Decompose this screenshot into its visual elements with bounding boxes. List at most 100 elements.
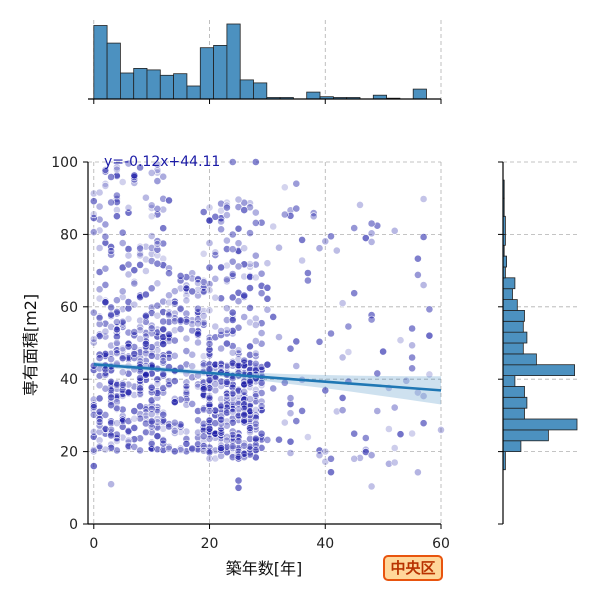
top-hist-bar <box>173 73 188 100</box>
scatter-point <box>101 264 110 273</box>
scatter-point <box>373 407 382 415</box>
scatter-point <box>234 483 243 492</box>
scatter-point <box>159 297 168 306</box>
scatter-point <box>136 389 144 398</box>
scatter-point <box>205 375 214 384</box>
scatter-point <box>188 373 197 382</box>
scatter-point <box>107 417 115 426</box>
scatter-point <box>217 344 225 353</box>
scatter-point <box>101 298 110 307</box>
scatter-point <box>298 406 306 415</box>
scatter-point <box>234 346 243 355</box>
scatter-point <box>165 422 173 431</box>
scatter-point <box>130 423 139 432</box>
scatter-point <box>205 406 214 415</box>
scatter-point <box>251 446 260 454</box>
top-hist-bar <box>106 42 121 100</box>
scatter-points <box>89 158 445 492</box>
scatter-point <box>194 440 202 449</box>
scatter-point <box>147 404 156 413</box>
scatter-point <box>153 445 162 454</box>
scatter-point <box>222 236 231 245</box>
scatter-point <box>147 439 156 448</box>
scatter-point <box>124 441 133 450</box>
scatter-point <box>188 287 197 296</box>
scatter-point <box>228 272 237 280</box>
scatter-point <box>390 458 399 467</box>
scatter-point <box>217 451 225 460</box>
y-tick-label: 60 <box>60 300 78 316</box>
y-tick-label: 20 <box>60 445 78 461</box>
scatter-point <box>280 183 289 192</box>
right-hist-bar <box>502 331 528 344</box>
scatter-point <box>384 425 393 433</box>
scatter-point <box>136 334 144 343</box>
scatter-point <box>107 419 115 427</box>
right-hist-bar <box>502 342 524 355</box>
scatter-point <box>147 428 156 437</box>
scatter-point <box>211 454 220 463</box>
top-hist-bar <box>186 85 201 100</box>
scatter-point <box>251 251 260 260</box>
scatter-point <box>413 254 422 263</box>
scatter-point <box>194 416 202 425</box>
right-hist-bar <box>502 375 516 387</box>
scatter-point <box>107 401 115 410</box>
scatter-point <box>234 239 243 248</box>
scatter-point <box>222 304 231 313</box>
scatter-point <box>194 407 202 415</box>
scatter-point <box>136 163 144 172</box>
right-hist-bar <box>502 353 537 366</box>
scatter-point <box>228 293 237 302</box>
scatter-point <box>286 400 295 408</box>
scatter-point <box>234 297 243 306</box>
scatter-point <box>153 204 162 213</box>
scatter-point <box>211 212 220 221</box>
scatter-point <box>367 229 376 238</box>
scatter-point <box>240 387 249 396</box>
scatter-point <box>130 354 139 362</box>
scatter-point <box>159 205 168 214</box>
right-hist-bar <box>502 385 525 398</box>
x-tick-label: 60 <box>432 536 450 552</box>
scatter-point <box>89 214 98 222</box>
scatter-point <box>425 305 434 314</box>
scatter-point <box>95 354 104 362</box>
y-axis-title: 専有面積[m2] <box>21 294 40 396</box>
scatter-point <box>159 340 168 348</box>
scatter-point <box>379 347 387 356</box>
scatter-point <box>89 189 98 198</box>
scatter-point <box>101 167 110 176</box>
scatter-point <box>228 393 237 402</box>
scatter-point <box>234 452 243 461</box>
scatter-point <box>408 353 416 362</box>
scatter-point <box>118 317 127 326</box>
scatter-point <box>136 386 144 395</box>
scatter-point <box>211 322 220 331</box>
scatter-point <box>280 418 289 427</box>
scatter-point <box>188 269 197 278</box>
scatter-point <box>130 331 139 340</box>
scatter-point <box>402 376 411 385</box>
scatter-point <box>321 237 330 246</box>
scatter-point <box>95 244 104 252</box>
right-hist-bar <box>502 364 575 377</box>
scatter-point <box>315 451 324 460</box>
scatter-point <box>147 324 156 333</box>
scatter-point <box>113 191 121 200</box>
scatter-point <box>182 439 191 448</box>
scatter-point <box>246 229 254 237</box>
scatter-point <box>136 446 144 455</box>
scatter-point <box>182 334 191 343</box>
scatter-point <box>199 311 208 320</box>
scatter-point <box>419 281 428 289</box>
scatter-point <box>101 220 110 229</box>
scatter-point <box>147 232 156 240</box>
scatter-point <box>413 468 422 477</box>
scatter-point <box>113 165 121 174</box>
scatter-point <box>95 268 104 276</box>
scatter-point <box>199 318 208 327</box>
scatter-point <box>147 201 156 210</box>
scatter-point <box>234 195 243 204</box>
scatter-point <box>303 269 312 277</box>
